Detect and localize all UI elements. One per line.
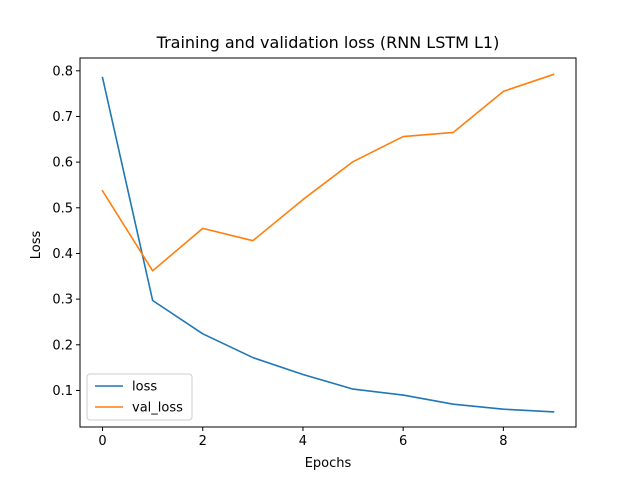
legend-label: val_loss: [132, 401, 183, 416]
x-axis-label: Epochs: [305, 456, 352, 471]
y-tick-label: 0.5: [52, 201, 73, 216]
y-tick-label: 0.7: [52, 110, 73, 125]
y-tick-label: 0.2: [52, 338, 73, 353]
x-axis-ticks: 0 2 4 6 8: [98, 427, 507, 449]
legend: loss val_loss: [86, 373, 193, 421]
x-tick-label: 0: [98, 434, 106, 449]
y-tick-label: 0.1: [52, 384, 73, 399]
series-line-loss: [101, 76, 555, 413]
series-line-val-loss: [101, 73, 555, 272]
x-tick-label: 8: [499, 434, 507, 449]
chart-title: Training and validation loss (RNN LSTM L…: [156, 33, 500, 52]
x-tick-label: 2: [199, 434, 207, 449]
x-tick-label: 4: [299, 434, 307, 449]
series-lines: [101, 73, 555, 413]
x-tick-label: 6: [399, 434, 407, 449]
y-tick-label: 0.3: [52, 293, 73, 308]
axes-frame: [79, 57, 577, 428]
y-axis-ticks: 0.1 0.2 0.3 0.4 0.5 0.6 0.7 0.8: [52, 64, 80, 399]
y-axis-label: Loss: [29, 231, 44, 260]
y-tick-label: 0.4: [52, 247, 73, 262]
y-tick-label: 0.8: [52, 64, 73, 79]
legend-label: loss: [132, 380, 157, 395]
y-tick-label: 0.6: [52, 156, 73, 171]
